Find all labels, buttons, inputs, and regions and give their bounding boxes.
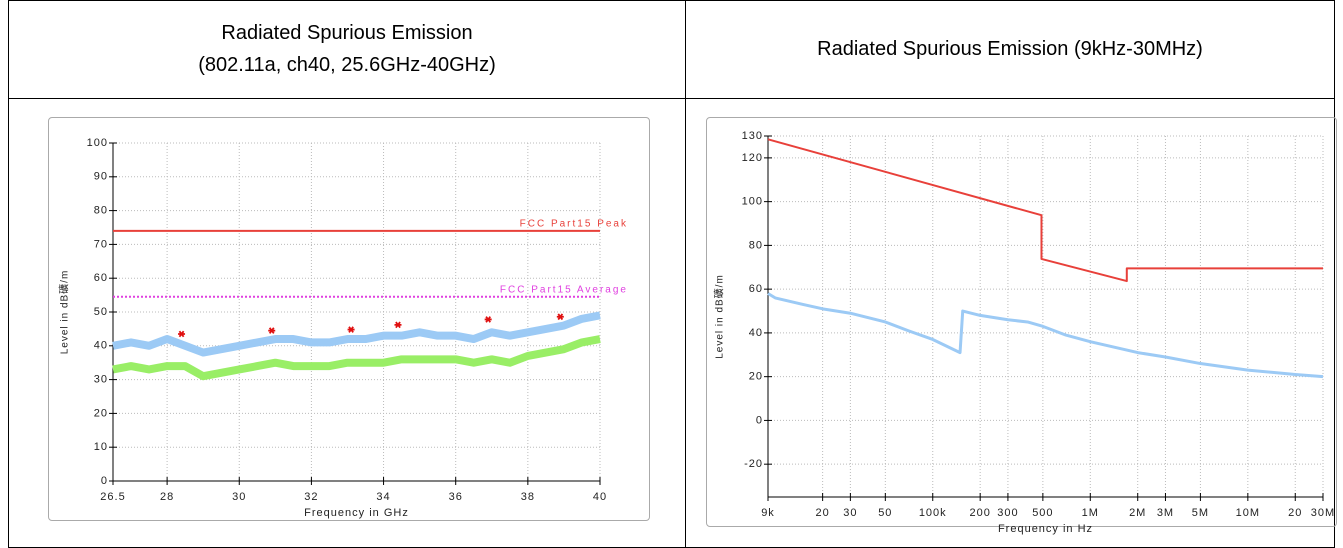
- x-axis-label: Frequency in GHz: [304, 507, 409, 519]
- x-tick-label: 30: [232, 491, 246, 503]
- y-tick-label: 100: [87, 137, 108, 149]
- x-tick-label: 300: [997, 507, 1018, 519]
- x-tick-label: 50: [878, 507, 892, 519]
- series-line: [112, 311, 601, 357]
- y-tick-label: 120: [742, 152, 763, 164]
- peak-marker: [268, 327, 276, 334]
- y-tick-label: 60: [749, 283, 763, 295]
- x-tick-label: 10M: [1236, 507, 1260, 519]
- x-tick-label: 20: [816, 507, 830, 519]
- y-tick-label: 40: [749, 327, 763, 339]
- y-tick-label: 0: [101, 475, 108, 487]
- x-tick-label: 1M: [1082, 507, 1099, 519]
- x-tick-label: 3M: [1157, 507, 1174, 519]
- x-tick-label: 200: [969, 507, 990, 519]
- x-tick-label: 500: [1032, 507, 1053, 519]
- y-axis-label: Level in dB礦/m: [713, 274, 726, 359]
- limit-label: FCC Part15 Average: [500, 284, 628, 295]
- x-tick-label: 38: [521, 491, 535, 503]
- x-axis-label: Frequency in Hz: [998, 523, 1093, 535]
- x-tick-label: 20: [1288, 507, 1302, 519]
- y-tick-label: 20: [749, 371, 763, 383]
- y-tick-label: 90: [94, 171, 108, 183]
- peak-marker: [178, 330, 186, 338]
- chart-frame: [48, 117, 650, 521]
- y-tick-label: 100: [742, 196, 763, 208]
- y-tick-label: 10: [94, 441, 108, 453]
- y-axis-label: Level in dB礦/m: [58, 270, 71, 355]
- y-tick-label: 80: [94, 205, 108, 217]
- y-tick-label: -20: [744, 458, 763, 470]
- y-tick-label: 30: [94, 374, 108, 386]
- x-tick-label: 40: [593, 491, 607, 503]
- row-divider: [8, 98, 1335, 99]
- x-tick-label: 32: [304, 491, 318, 503]
- peak-marker: [556, 313, 564, 321]
- column-divider: [685, 0, 686, 548]
- series-line: [767, 138, 1323, 283]
- x-tick-label: 9k: [761, 507, 775, 519]
- y-tick-label: 40: [94, 340, 108, 352]
- y-tick-label: 60: [94, 272, 108, 284]
- series-line: [767, 292, 1324, 379]
- series-line: [112, 335, 601, 381]
- x-tick-label: 5M: [1192, 507, 1209, 519]
- x-tick-label: 30M: [1311, 507, 1335, 519]
- y-tick-label: 70: [94, 238, 108, 250]
- y-tick-label: 20: [94, 407, 108, 419]
- peak-marker: [347, 326, 355, 333]
- y-tick-label: 50: [94, 306, 108, 318]
- limit-label: FCC Part15 Peak: [520, 219, 628, 230]
- x-tick-label: 28: [160, 491, 174, 503]
- chart-frame: [706, 117, 1337, 527]
- peak-marker: [394, 321, 402, 329]
- y-tick-label: 0: [756, 414, 763, 426]
- y-tick-label: 130: [742, 130, 763, 142]
- y-tick-label: 80: [749, 239, 763, 251]
- peak-marker: [484, 316, 492, 323]
- x-tick-label: 34: [376, 491, 390, 503]
- x-tick-label: 26.5: [100, 491, 125, 503]
- x-tick-label: 36: [449, 491, 463, 503]
- header-cell: Radiated Spurious Emission (9kHz-30MHz): [817, 38, 1203, 60]
- x-tick-label: 2M: [1129, 507, 1146, 519]
- header-cell: Radiated Spurious Emission (802.11a, ch4…: [198, 22, 496, 76]
- x-tick-label: 30: [843, 507, 857, 519]
- x-tick-label: 100k: [919, 507, 947, 519]
